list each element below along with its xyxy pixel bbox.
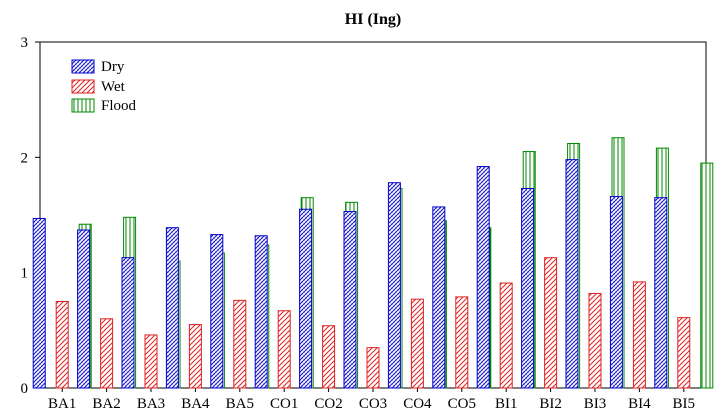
- bar-dry: [299, 208, 313, 389]
- x-tick-label: CO5: [448, 396, 476, 412]
- bar-dry: [476, 166, 490, 389]
- x-tick-label: CO1: [270, 396, 298, 412]
- legend-swatch-dry: [71, 59, 95, 74]
- x-tick-label: BI5: [673, 396, 696, 412]
- bar-wet: [277, 310, 291, 389]
- legend-label-wet: Wet: [101, 79, 126, 95]
- x-tick-label: BA4: [181, 396, 210, 412]
- bar-dry: [210, 234, 224, 389]
- x-axis: BA1 BA2 BA3 BA4 BA5 CO1 CO2 CO3 CO4 CO5 BI1 BI2 BI3 B…: [48, 388, 695, 412]
- plot-frame: [39, 41, 707, 389]
- x-tick-label: BI3: [584, 396, 607, 412]
- bar-dry: [165, 227, 179, 389]
- legend-swatch-wet: [71, 79, 95, 94]
- bars-group: [32, 137, 714, 389]
- bar-wet: [233, 299, 247, 389]
- legend-label-flood: Flood: [101, 98, 137, 114]
- bar-wet: [322, 325, 336, 389]
- y-tick-label: 2: [21, 150, 29, 166]
- bar-wet: [588, 292, 602, 389]
- bar-dry: [121, 257, 135, 389]
- x-tick-label: BI1: [495, 396, 518, 412]
- x-tick-label: BI2: [539, 396, 562, 412]
- x-tick-label: BA3: [137, 396, 165, 412]
- bar-dry: [343, 211, 357, 389]
- x-tick-label: BA1: [48, 396, 76, 412]
- bar-dry: [387, 182, 401, 389]
- bar-wet: [55, 301, 69, 389]
- chart-title: HI (Ing): [345, 11, 401, 28]
- bar-wet: [632, 281, 646, 389]
- bar-wet: [100, 318, 114, 389]
- bar-flood: [700, 162, 714, 389]
- legend-swatch-flood: [71, 98, 95, 113]
- x-tick-label: CO4: [403, 396, 432, 412]
- x-tick-label: BA5: [226, 396, 254, 412]
- x-tick-label: CO2: [314, 396, 342, 412]
- bar-wet: [544, 257, 558, 389]
- bar-wet: [677, 317, 691, 389]
- bar-wet: [188, 324, 202, 389]
- bar-dry: [254, 235, 268, 389]
- bar-dry: [609, 196, 623, 389]
- y-tick-label: 3: [21, 35, 29, 51]
- x-tick-label: BI4: [628, 396, 651, 412]
- legend: Dry Wet Flood: [71, 59, 137, 114]
- bar-wet: [144, 334, 158, 389]
- bar-dry: [521, 187, 535, 389]
- x-tick-label: CO3: [359, 396, 387, 412]
- bar-dry: [77, 229, 91, 389]
- bar-dry: [32, 217, 46, 389]
- y-tick-label: 1: [21, 266, 29, 282]
- x-tick-label: BA2: [92, 396, 120, 412]
- y-tick-label: 0: [21, 381, 29, 397]
- bar-dry: [432, 206, 446, 389]
- bar-wet: [455, 296, 469, 389]
- bar-wet: [410, 298, 424, 389]
- bar-wet: [366, 347, 380, 389]
- bar-wet: [499, 282, 513, 389]
- bar-dry: [565, 159, 579, 389]
- bar-dry: [654, 197, 668, 389]
- legend-label-dry: Dry: [101, 59, 125, 75]
